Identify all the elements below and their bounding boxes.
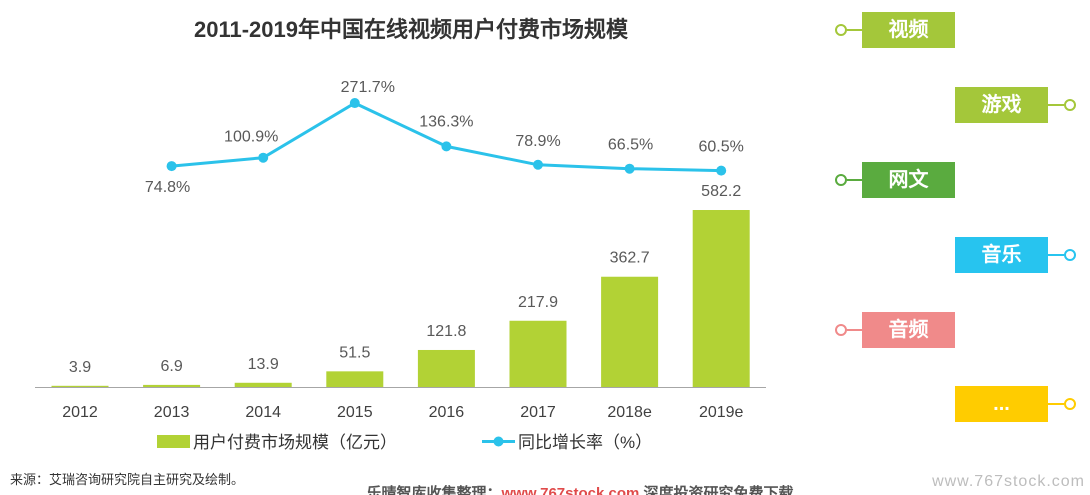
growth-label-unit: % — [639, 137, 653, 154]
banner-suffix: 深度投资研究免费下载 — [639, 485, 794, 495]
bar-2015 — [326, 371, 384, 387]
tag-more: ... — [955, 386, 1080, 422]
growth-label-value: 66.5 — [608, 137, 639, 154]
bar-2013 — [143, 384, 201, 387]
bar-2018e — [601, 276, 659, 387]
chart-title: 2011-2019年中国在线视频用户付费市场规模 — [194, 17, 628, 42]
banner-url: www.767stock.com — [501, 485, 640, 495]
x-tick-label-2019e: 2019e — [699, 404, 744, 421]
legend: 用户付费市场规模（亿元） 同比增长率（%） — [157, 433, 652, 452]
legend-bar-label: 用户付费市场规模（亿元） — [193, 433, 397, 452]
connector-line — [847, 329, 862, 331]
bar-2017 — [509, 320, 567, 387]
banner-prefix: 乐晴智库收集整理： — [366, 485, 502, 495]
connector-line — [1048, 254, 1064, 256]
tag-label: ... — [955, 386, 1048, 422]
tag-music: 音乐 — [955, 237, 1080, 273]
growth-label-value: 136.3 — [419, 113, 459, 130]
footer-banner: 乐晴智库收集整理：www.767stock.com 深度投资研究免费下载 — [330, 485, 830, 495]
growth-markers — [166, 98, 727, 176]
legend-line-label: 同比增长率（%） — [518, 433, 652, 452]
growth-label-unit: % — [459, 113, 473, 130]
bar-value-label-2019e: 582.2 — [701, 183, 741, 200]
connector-line — [847, 179, 862, 181]
x-tick-label-2017: 2017 — [520, 404, 556, 421]
bar-value-label-2017: 217.9 — [518, 294, 558, 311]
x-tick-label-2018e: 2018e — [607, 404, 652, 421]
circle-dot-icon — [1064, 99, 1076, 111]
growth-label-value: 100.9 — [224, 129, 264, 146]
bar-2019e — [692, 210, 750, 387]
connector-line — [1048, 403, 1064, 405]
growth-point-2019e — [716, 165, 727, 176]
circle-dot-icon — [1064, 249, 1076, 261]
connector-line — [1048, 104, 1064, 106]
growth-point-2018e — [624, 163, 635, 174]
tag-games: 游戏 — [955, 87, 1080, 123]
growth-label-value: 74.8 — [145, 179, 176, 196]
tag-audio: 音频 — [835, 312, 955, 348]
x-tick-label-2015: 2015 — [337, 404, 373, 421]
growth-label-value: 271.7 — [341, 79, 381, 96]
growth-label-2016: 136.3% — [419, 113, 473, 130]
connector-line — [847, 29, 862, 31]
footer-banner-text: 乐晴智库收集整理：www.767stock.com 深度投资研究免费下载 — [330, 485, 830, 495]
circle-dot-icon — [835, 24, 847, 36]
growth-label-unit: % — [264, 129, 278, 146]
bar-value-label-2018e: 362.7 — [610, 250, 650, 267]
growth-label-2017: 78.9% — [515, 133, 560, 150]
growth-point-2013 — [166, 161, 177, 172]
growth-label-2019e: 60.5% — [699, 139, 744, 156]
bar-value-label-2013: 6.9 — [160, 358, 182, 375]
growth-label-2018e: 66.5% — [608, 137, 653, 154]
growth-label-2013: 74.8% — [145, 179, 190, 196]
bar-2016 — [417, 349, 475, 387]
growth-label-unit: % — [381, 79, 395, 96]
circle-dot-icon — [835, 324, 847, 336]
growth-label-unit: % — [730, 139, 744, 156]
x-tick-label-2012: 2012 — [62, 404, 98, 421]
x-tick-labels: 2012 2013 2014 2015 2016 2017 2018e 2019e — [62, 404, 743, 421]
growth-label-unit: % — [546, 133, 560, 150]
tag-web-novel: 网文 — [835, 162, 955, 198]
growth-label-unit: % — [176, 179, 190, 196]
circle-dot-icon — [835, 174, 847, 186]
tag-label: 音频 — [862, 312, 955, 348]
growth-label-value: 78.9 — [515, 133, 546, 150]
bar-value-label-2012: 3.9 — [69, 359, 91, 376]
tag-label: 游戏 — [955, 87, 1048, 123]
bar-value-label-2015: 51.5 — [339, 344, 370, 361]
watermark: www.767stock.com — [932, 473, 1085, 490]
growth-label-2015: 271.7% — [341, 79, 395, 96]
tag-label: 音乐 — [955, 237, 1048, 273]
x-tick-label-2014: 2014 — [245, 404, 281, 421]
legend-line-marker — [493, 436, 504, 447]
tag-label: 网文 — [862, 162, 955, 198]
growth-point-2014 — [258, 152, 269, 163]
bar-value-label-2014: 13.9 — [248, 356, 279, 373]
growth-point-2015 — [349, 98, 360, 109]
tag-video: 视频 — [835, 12, 955, 48]
legend-bar-swatch — [157, 435, 190, 448]
bar-2012 — [51, 385, 109, 387]
tag-label: 视频 — [862, 12, 955, 48]
growth-point-2016 — [441, 141, 452, 152]
bar-value-label-2016: 121.8 — [426, 323, 466, 340]
circle-dot-icon — [1064, 398, 1076, 410]
growth-value-labels: 74.8%100.9%271.7%136.3%78.9% 66.5% 60.5% — [145, 79, 744, 196]
growth-label-2014: 100.9% — [224, 129, 278, 146]
bar-2014 — [234, 382, 292, 387]
bars-group — [51, 210, 750, 387]
growth-point-2017 — [533, 159, 543, 170]
bar-value-labels: 3.9 6.9 13.9 51.5 121.8 217.9 362.7 582.2 — [69, 183, 741, 376]
growth-label-value: 60.5 — [699, 139, 730, 156]
x-tick-label-2013: 2013 — [154, 404, 190, 421]
source-note: 来源：艾瑞咨询研究院自主研究及绘制。 — [10, 472, 245, 487]
x-tick-label-2016: 2016 — [429, 404, 465, 421]
